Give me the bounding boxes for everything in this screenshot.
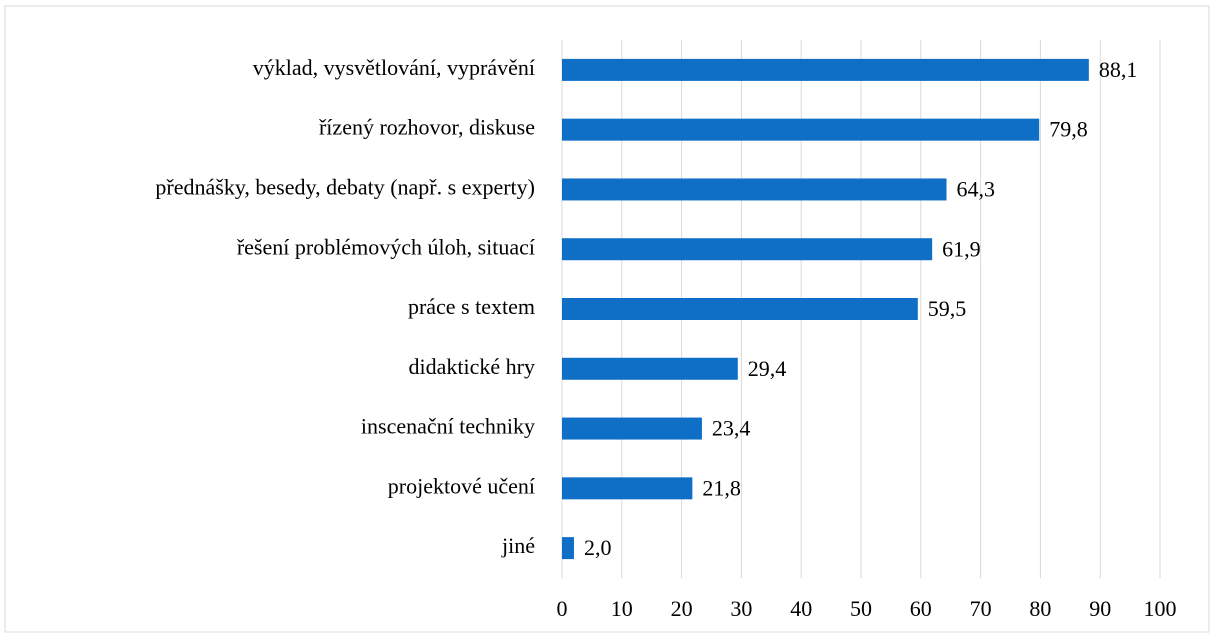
- y-tick-label: výklad, vysvětlování, vyprávění: [253, 55, 535, 80]
- chart-border: [4, 5, 1210, 633]
- y-tick-label: didaktické hry: [409, 354, 535, 379]
- bar: [562, 58, 1089, 81]
- data-label: 64,3: [957, 176, 996, 201]
- x-tick-label: 100: [1144, 596, 1177, 621]
- x-tick-label: 90: [1089, 596, 1111, 621]
- data-label: 29,4: [748, 356, 787, 381]
- y-tick-label: řešení problémových úloh, situací: [237, 234, 535, 259]
- x-tick-label: 50: [850, 596, 872, 621]
- x-tick-label: 30: [730, 596, 752, 621]
- data-label: 61,9: [942, 236, 981, 261]
- bar: [562, 178, 947, 201]
- data-label: 21,8: [702, 475, 741, 500]
- y-tick-label: projektové učení: [388, 473, 535, 498]
- data-label: 23,4: [712, 416, 751, 441]
- x-tick-label: 0: [557, 596, 568, 621]
- bar: [562, 118, 1040, 141]
- x-tick-label: 20: [671, 596, 693, 621]
- x-tick-label: 10: [611, 596, 633, 621]
- x-tick-label: 40: [790, 596, 812, 621]
- y-tick-label: jiné: [501, 533, 535, 558]
- bar: [562, 238, 933, 261]
- data-label: 59,5: [928, 296, 967, 321]
- bar: [562, 537, 574, 560]
- data-label: 79,8: [1049, 117, 1088, 142]
- bar: [562, 417, 702, 440]
- bar: [562, 357, 738, 380]
- y-tick-label: přednášky, besedy, debaty (např. s exper…: [155, 174, 535, 199]
- bar: [562, 298, 918, 320]
- x-tick-label: 70: [970, 596, 992, 621]
- x-tick-label: 60: [910, 596, 932, 621]
- y-tick-label: práce s textem: [408, 294, 535, 319]
- y-tick-label: řízený rozhovor, diskuse: [319, 115, 535, 140]
- x-tick-label: 80: [1029, 596, 1051, 621]
- bar: [562, 477, 693, 500]
- data-label: 88,1: [1099, 57, 1138, 82]
- y-tick-label: inscenační techniky: [361, 414, 535, 439]
- data-label: 2,0: [584, 535, 612, 560]
